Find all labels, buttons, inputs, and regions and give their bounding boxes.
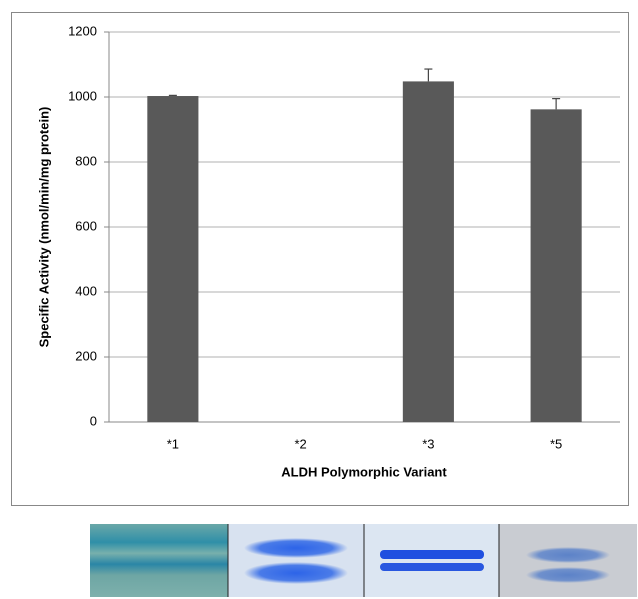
bar: [403, 81, 454, 422]
gel-panel: [90, 524, 228, 597]
gel-panel: [228, 524, 364, 597]
y-tick-label: 1000: [68, 88, 97, 103]
page: Specific Activity (nmol/min/mg protein) …: [0, 0, 638, 599]
gel-band: [526, 567, 610, 583]
bar: [147, 96, 198, 422]
figure: Specific Activity (nmol/min/mg protein) …: [0, 0, 638, 599]
gel-band: [526, 547, 610, 563]
y-tick-label: 1200: [68, 23, 97, 38]
y-tick-label: 400: [75, 283, 97, 298]
gel-band: [380, 563, 484, 571]
x-tick-label: *1: [167, 436, 179, 451]
gel-images: [90, 524, 637, 597]
y-tick-label: 800: [75, 153, 97, 168]
gel-band: [244, 562, 348, 584]
y-tick-label: 200: [75, 348, 97, 363]
y-axis-label: Specific Activity (nmol/min/mg protein): [36, 107, 51, 348]
gel-band: [244, 538, 348, 558]
x-tick-label: *5: [550, 436, 562, 451]
x-axis-label: ALDH Polymorphic Variant: [281, 464, 447, 479]
gel-band: [380, 550, 484, 559]
gel-panel: [364, 524, 499, 597]
y-tick-label: 0: [90, 413, 97, 428]
bar: [531, 109, 582, 422]
x-tick-label: *3: [422, 436, 434, 451]
x-tick-label: *2: [294, 436, 306, 451]
y-tick-label: 600: [75, 218, 97, 233]
